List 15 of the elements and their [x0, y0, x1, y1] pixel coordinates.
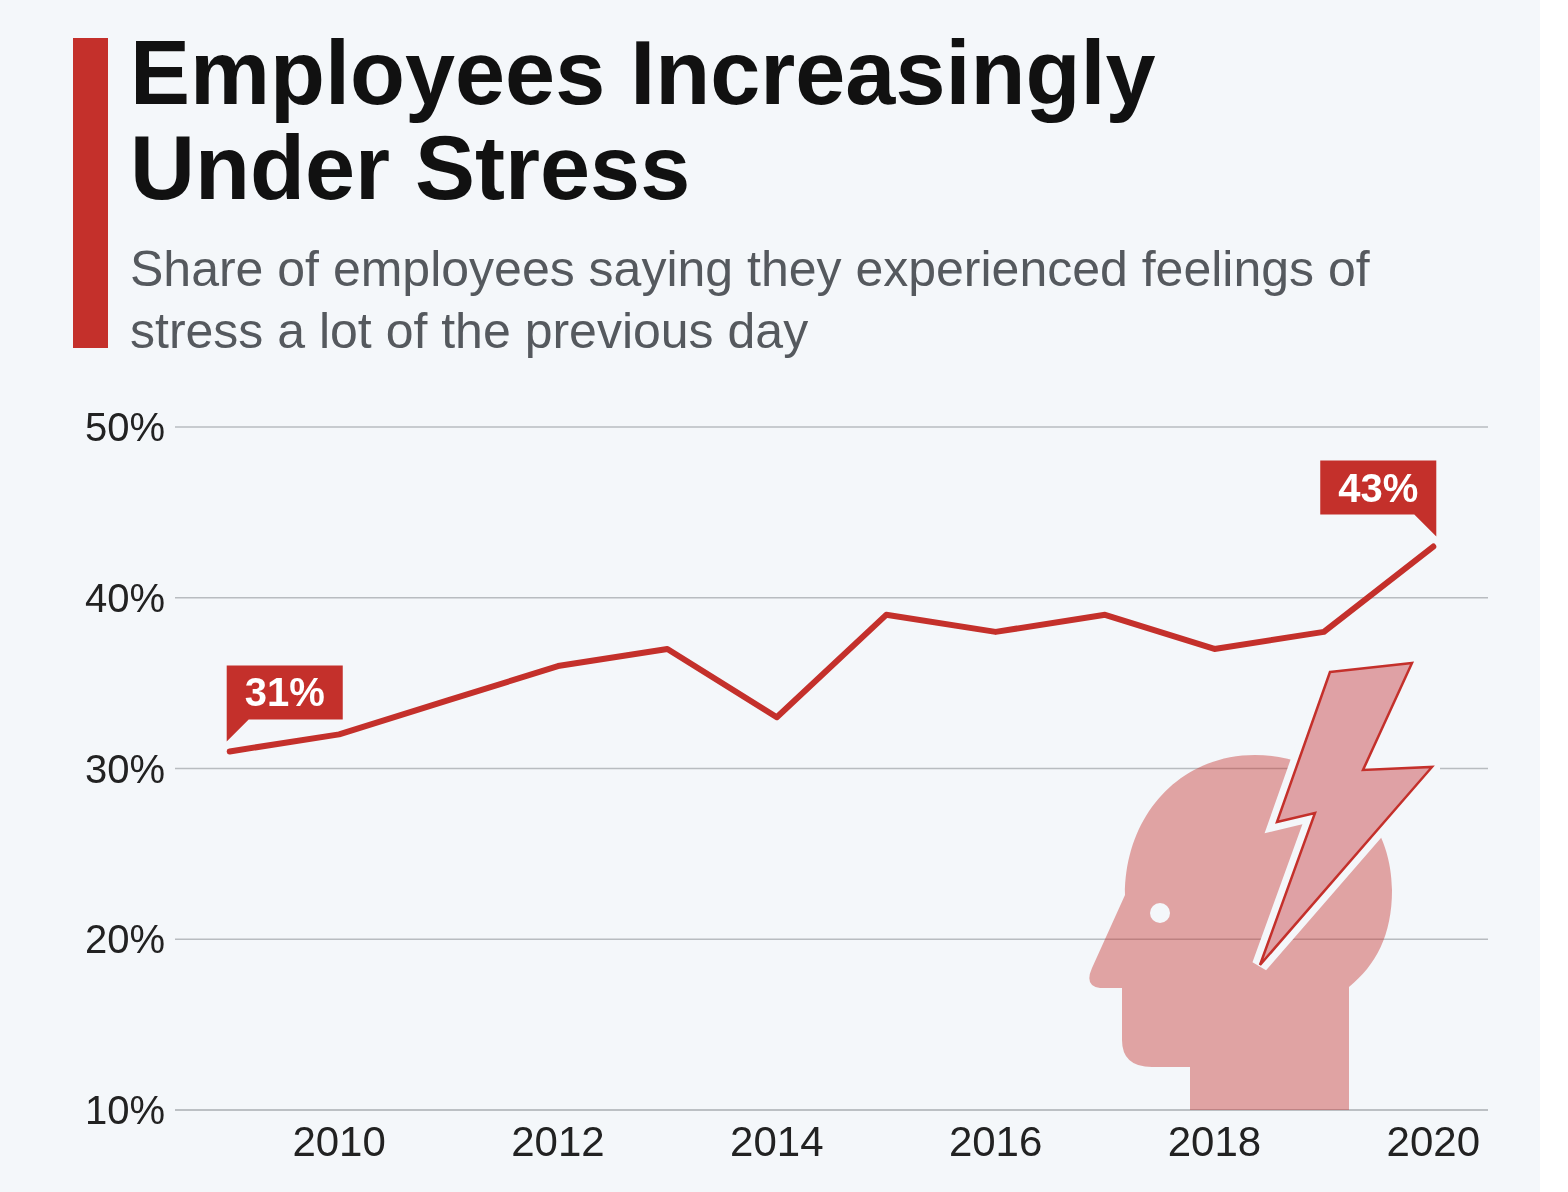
chart-subtitle: Share of employees saying they experienced feelings of stress a lot of the previous day [130, 240, 1371, 361]
data-label: 43% [1338, 465, 1419, 510]
y-tick-label: 40% [84, 575, 165, 620]
x-tick-label: 2012 [511, 1117, 605, 1165]
y-tick-label: 20% [84, 917, 165, 962]
x-tick-label: 2018 [1167, 1117, 1262, 1165]
y-tick-label: 50% [84, 405, 165, 450]
chart-title: Employees Increasingly Under Stress [130, 23, 1157, 218]
data-label: 31% [244, 670, 325, 715]
x-tick-label: 2016 [948, 1117, 1043, 1165]
x-tick-label: 2020 [1386, 1117, 1481, 1165]
x-tick-label: 2014 [730, 1117, 824, 1165]
x-tick-label: 2010 [292, 1117, 386, 1165]
y-tick-label: 30% [84, 746, 165, 791]
y-tick-label: 10% [84, 1088, 165, 1133]
